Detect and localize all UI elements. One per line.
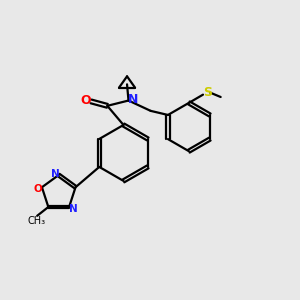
Text: S: S: [203, 86, 212, 99]
Text: N: N: [50, 169, 59, 178]
Text: O: O: [34, 184, 43, 194]
Text: CH₃: CH₃: [28, 216, 46, 226]
Text: N: N: [128, 93, 138, 106]
Text: N: N: [69, 204, 77, 214]
Text: O: O: [80, 94, 91, 107]
